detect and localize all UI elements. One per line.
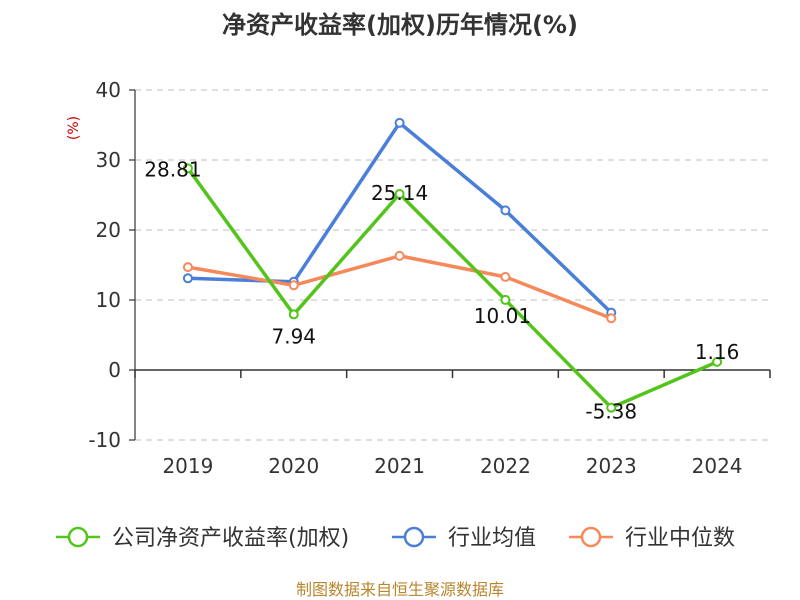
legend-marker bbox=[403, 526, 425, 548]
data-label: 25.14 bbox=[371, 181, 428, 205]
data-point[interactable] bbox=[182, 163, 193, 174]
data-point[interactable] bbox=[394, 117, 405, 128]
series-line bbox=[186, 121, 613, 315]
series-group bbox=[182, 250, 617, 324]
series-line bbox=[186, 166, 719, 410]
data-point[interactable] bbox=[500, 294, 511, 305]
legend-item[interactable]: 行业均值 bbox=[392, 526, 536, 551]
series-line bbox=[186, 254, 613, 320]
legend-label: 行业均值 bbox=[448, 526, 536, 551]
data-point[interactable] bbox=[394, 250, 405, 261]
data-point[interactable] bbox=[182, 273, 193, 284]
x-tick-label: 2022 bbox=[480, 454, 531, 478]
data-point[interactable] bbox=[182, 262, 193, 273]
axes: -10 0 10 20 30 40 2019 2020 2021 2022 2023 2024 bbox=[88, 78, 771, 478]
legend-label: 行业中位数 bbox=[625, 526, 735, 551]
x-tick-label: 2020 bbox=[268, 454, 319, 478]
legend-item[interactable]: 公司净资产收益率(加权) bbox=[56, 526, 349, 551]
data-point[interactable] bbox=[288, 280, 299, 291]
y-tick-label: 40 bbox=[96, 78, 121, 102]
legend-label: 公司净资产收益率(加权) bbox=[112, 526, 349, 551]
data-point[interactable] bbox=[500, 205, 511, 216]
data-label: -5.38 bbox=[585, 400, 637, 424]
data-label: 7.94 bbox=[271, 324, 316, 348]
legend-marker bbox=[67, 526, 89, 548]
legend-item[interactable]: 行业中位数 bbox=[569, 526, 735, 551]
series-group bbox=[182, 163, 723, 413]
x-tick-label: 2024 bbox=[692, 454, 743, 478]
data-point[interactable] bbox=[288, 309, 299, 320]
x-tick-label: 2023 bbox=[586, 454, 637, 478]
x-tick-label: 2019 bbox=[162, 454, 213, 478]
data-point[interactable] bbox=[394, 189, 405, 200]
y-tick-label: 20 bbox=[96, 218, 121, 242]
y-tick-label: 30 bbox=[96, 148, 121, 172]
series-group bbox=[182, 117, 617, 318]
series-layer bbox=[182, 117, 723, 413]
y-tick-label: -10 bbox=[88, 428, 121, 452]
x-tick-label: 2021 bbox=[374, 454, 425, 478]
data-labels: 28.81 7.94 25.14 10.01 -5.38 1.16 bbox=[144, 157, 739, 423]
data-label: 1.16 bbox=[695, 340, 740, 364]
y-tick-label: 0 bbox=[108, 358, 121, 382]
chart-title: 净资产收益率(加权)历年情况(%) bbox=[222, 11, 578, 39]
data-label: 28.81 bbox=[144, 157, 201, 181]
legend: 公司净资产收益率(加权) 行业均值 行业中位数 bbox=[56, 526, 735, 551]
y-axis-unit-label: (%) bbox=[66, 116, 82, 140]
gridlines bbox=[135, 89, 770, 441]
data-point[interactable] bbox=[500, 271, 511, 282]
data-point[interactable] bbox=[606, 313, 617, 324]
data-point[interactable] bbox=[712, 356, 723, 367]
source-note: 制图数据来自恒生聚源数据库 bbox=[296, 580, 504, 599]
y-tick-label: 10 bbox=[96, 288, 121, 312]
data-label: 10.01 bbox=[474, 304, 531, 328]
legend-marker bbox=[580, 526, 602, 548]
data-point[interactable] bbox=[606, 402, 617, 413]
